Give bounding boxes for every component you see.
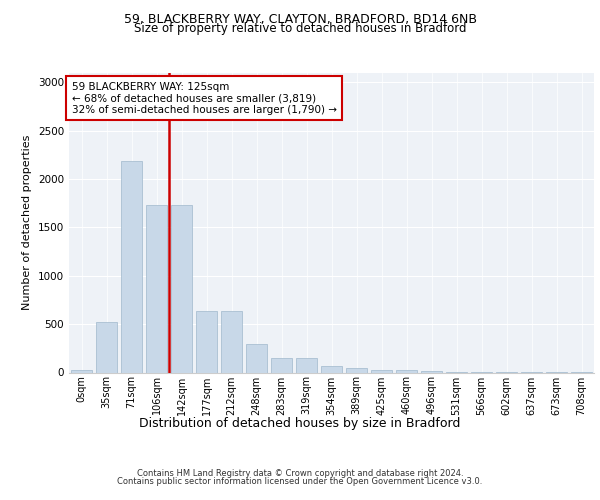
Bar (321, 366, 342, 372)
Bar (146, 205, 167, 372)
Text: 59, BLACKBERRY WAY, CLAYTON, BRADFORD, BD14 6NB: 59, BLACKBERRY WAY, CLAYTON, BRADFORD, B… (124, 12, 476, 26)
Bar (271, 358, 292, 372)
Bar (121, 161, 142, 372)
Text: Contains HM Land Registry data © Crown copyright and database right 2024.: Contains HM Land Registry data © Crown c… (137, 469, 463, 478)
Bar (196, 311, 217, 372)
Bar (246, 344, 267, 372)
Y-axis label: Number of detached properties: Number of detached properties (22, 135, 32, 310)
Bar (421, 371, 442, 372)
Bar (96, 322, 117, 372)
Bar (346, 368, 367, 372)
Bar (71, 370, 92, 372)
Text: Distribution of detached houses by size in Bradford: Distribution of detached houses by size … (139, 418, 461, 430)
Text: 59 BLACKBERRY WAY: 125sqm
← 68% of detached houses are smaller (3,819)
32% of se: 59 BLACKBERRY WAY: 125sqm ← 68% of detac… (71, 82, 337, 114)
Bar (296, 358, 317, 372)
Bar (371, 370, 392, 372)
Text: Size of property relative to detached houses in Bradford: Size of property relative to detached ho… (134, 22, 466, 35)
Bar (396, 370, 417, 372)
Bar (171, 205, 192, 372)
Bar (221, 311, 242, 372)
Text: Contains public sector information licensed under the Open Government Licence v3: Contains public sector information licen… (118, 476, 482, 486)
